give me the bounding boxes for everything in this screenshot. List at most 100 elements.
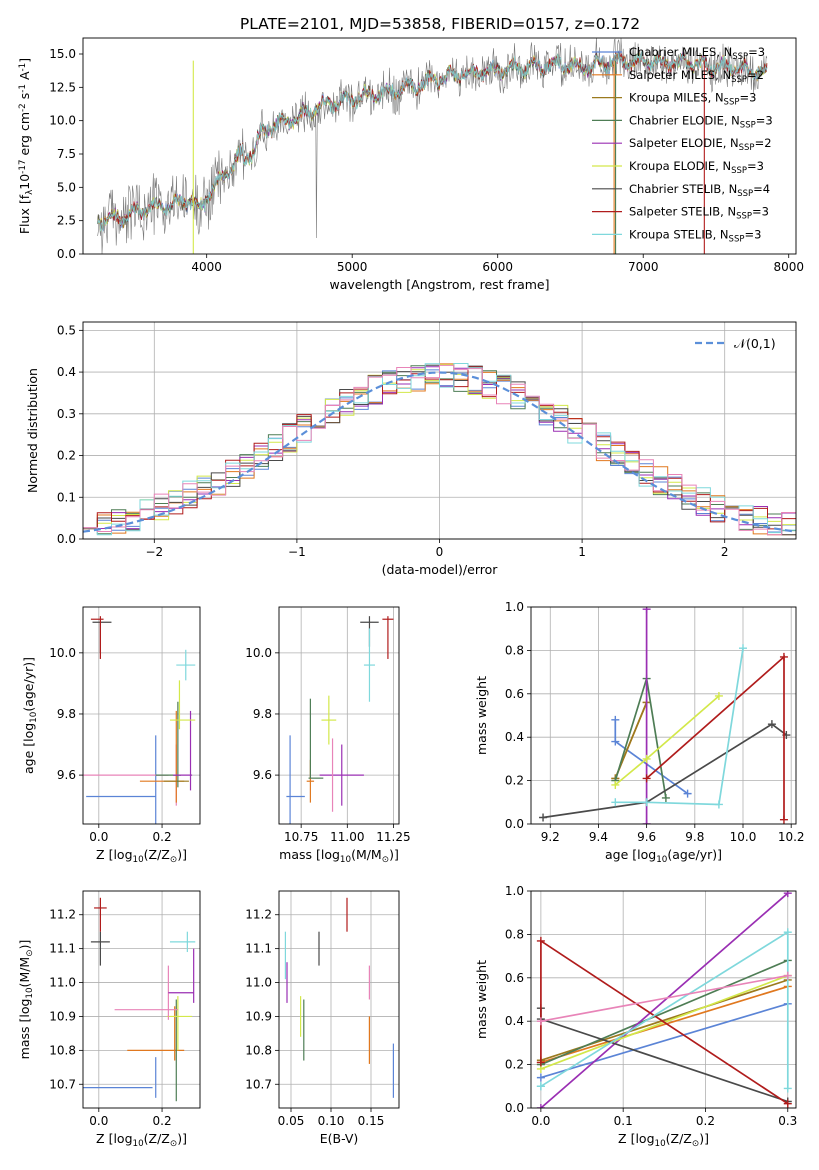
legend-sub: SSP — [729, 234, 745, 244]
label-run: mass [log — [17, 999, 32, 1060]
y-tick-label: 10.7 — [245, 1077, 272, 1091]
legend-count: =3 — [752, 205, 769, 219]
weight-line — [540, 985, 789, 1064]
label-run: )] — [177, 847, 187, 862]
x-tick-label: 9.6 — [637, 830, 656, 844]
y-tick-label: 0.5 — [57, 323, 76, 337]
label-run: Z [log — [618, 1131, 654, 1146]
y-axis-label: Normed distribution — [25, 368, 40, 493]
x-tick-label: 11.00 — [330, 830, 364, 844]
weight-marker — [642, 774, 651, 783]
label-run: erg cm — [17, 112, 32, 160]
label-run: A — [17, 71, 32, 84]
legend-sub: SSP — [736, 211, 752, 221]
label-run: E(B-V) — [320, 1131, 359, 1146]
ticks: 0.0 0.1 0.2 0.3 0.0 0.2 0.4 0.6 0.8 1.0 — [505, 884, 797, 1128]
label-run: (M/M — [17, 957, 32, 988]
x-tick-label: 0.15 — [358, 1114, 385, 1128]
label-run: ⊙ — [25, 949, 35, 956]
label-run: s — [17, 93, 32, 104]
y-tick-label: 0.3 — [57, 407, 76, 421]
x-tick-label: 10.0 — [730, 830, 757, 844]
label-run: mass [log — [279, 847, 340, 862]
x-tick-label: 4000 — [191, 260, 222, 274]
x-axis-label: (data-model)/error — [382, 562, 499, 577]
x-tick-label: 10.2 — [778, 830, 805, 844]
legend-text: Salpeter STELIB, N — [629, 205, 736, 219]
legend-sub: SSP — [737, 188, 753, 198]
x-tick-label: −2 — [145, 545, 163, 559]
x-tick-label: 8000 — [773, 260, 804, 274]
legend-entry: Kroupa MILES, NSSP=3 — [629, 91, 756, 108]
legend-entry: Salpeter MILES, NSSP=2 — [629, 68, 764, 85]
x-tick-label: 0.10 — [318, 1114, 345, 1128]
x-tick-label: 11.25 — [376, 830, 410, 844]
x-tick-label: 9.8 — [685, 830, 704, 844]
legend-text: Chabrier STELIB, N — [629, 182, 737, 196]
x-tick-label: 0.2 — [153, 830, 172, 844]
y-axis-label: age [log10(age/yr)] — [21, 657, 39, 774]
x-tick-label: 7000 — [628, 260, 659, 274]
age-vs-metallicity-panel: 0.0 0.29.69.810.0 Z [log10(Z/Z⊙)] age [log1… — [21, 606, 201, 865]
legend-entry: Chabrier STELIB, NSSP=4 — [629, 182, 770, 199]
weight-marker — [783, 1099, 792, 1108]
y-tick-label: 11.2 — [49, 908, 76, 922]
x-axis-label: Z [log10(Z/Z⊙)] — [96, 847, 187, 865]
label-run: ⊙ — [382, 855, 389, 865]
label-run: mass weight — [474, 960, 489, 1039]
y-tick-label: 0.0 — [57, 532, 76, 546]
label-run: )] — [389, 847, 399, 862]
grid-lines — [531, 890, 796, 1109]
legend-entry: Chabrier MILES, NSSP=3 — [629, 45, 765, 62]
label-run: Z [log — [96, 1131, 132, 1146]
y-tick-label: 10.0 — [49, 114, 76, 128]
normal-reference-curve — [83, 371, 796, 533]
label-run: (age/yr)] — [667, 847, 722, 862]
y-tick-label: 0.8 — [505, 927, 524, 941]
y-tick-label: 1.0 — [505, 600, 524, 614]
y-tick-label: 0.1 — [57, 490, 76, 504]
axes-frame — [82, 606, 201, 825]
weight-marker — [779, 815, 788, 824]
weight-line — [542, 723, 787, 819]
x-tick-label: 0 — [436, 545, 444, 559]
plot-area — [83, 363, 796, 539]
weight-marker — [611, 737, 620, 746]
x-tick-label: −1 — [288, 545, 306, 559]
x-tick-label: 5000 — [337, 260, 368, 274]
legend-text: Salpeter MILES, N — [629, 68, 731, 82]
label-run: mass weight — [474, 676, 489, 755]
weight-marker — [642, 798, 651, 807]
label-run: )] — [699, 1131, 709, 1146]
y-tick-label: 10.0 — [245, 646, 272, 660]
observed-spectrum-line — [97, 38, 768, 254]
ticks: 0.0 0.2 9.6 9.8 10.0 — [49, 646, 171, 844]
label-run: 10 — [655, 1139, 666, 1149]
x-axis-label: Z [log10(Z/Z⊙)] — [618, 1131, 709, 1149]
y-tick-label: 0.0 — [57, 247, 76, 261]
y-tick-label: 0.8 — [505, 643, 524, 657]
weight-line — [540, 974, 788, 1023]
weight-marker — [536, 936, 545, 945]
label-run: -2 — [18, 103, 28, 112]
label-run: ⊙ — [170, 1139, 177, 1149]
legend-text: Kroupa STELIB, N — [629, 227, 729, 241]
label-run: ⊙ — [170, 855, 177, 865]
y-tick-label: 2.5 — [57, 214, 76, 228]
y-tick-label: 0.2 — [505, 774, 524, 788]
legend-sub: SSP — [731, 166, 747, 176]
weight-line — [614, 678, 667, 799]
weight-marker — [783, 1084, 792, 1093]
weight-line — [646, 655, 785, 820]
model-spectrum-line — [97, 51, 768, 233]
axes-frame — [82, 37, 797, 255]
weight-marker — [714, 800, 723, 809]
weight-marker — [783, 891, 792, 898]
y-tick-label: 1.0 — [505, 884, 524, 898]
y-tick-label: 11.2 — [245, 908, 272, 922]
weight-marker — [714, 691, 723, 700]
label-run: (Z/Z — [666, 1131, 692, 1146]
weight-line — [540, 959, 789, 1066]
